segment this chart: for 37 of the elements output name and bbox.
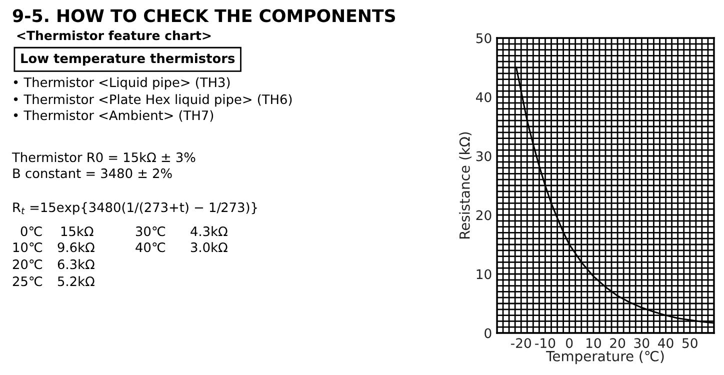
text: 30℃ xyxy=(136,226,166,236)
text: 9.6kΩ xyxy=(58,242,94,252)
text: 25℃ xyxy=(12,276,42,286)
y-tick-label: 50 xyxy=(476,33,492,44)
text: 0℃ xyxy=(20,226,42,236)
y-tick-label: 0 xyxy=(484,328,492,338)
x-tick-label: 20 xyxy=(610,338,626,348)
text: <Thermistor feature chart> xyxy=(17,30,211,40)
text: R$_{t}$ =15exp{3480(1/(273+t) − 1/273)} xyxy=(13,202,257,215)
text: 20℃ xyxy=(12,259,42,270)
text: 3.0kΩ xyxy=(190,242,228,252)
text: 6.3kΩ xyxy=(58,259,94,270)
text: Low temperature thermistors xyxy=(21,53,235,66)
x-tick-label: 30 xyxy=(634,338,650,348)
text: Thermistor R0 = 15kΩ ± 3% xyxy=(12,152,196,162)
y-tick-label: 10 xyxy=(476,269,492,280)
text: 10℃ xyxy=(13,242,42,252)
text: 15kΩ xyxy=(61,226,94,236)
x-tick-label: 10 xyxy=(586,338,601,348)
y-tick-label: 20 xyxy=(476,210,492,220)
y-tick-label: 30 xyxy=(476,151,492,162)
x-axis-title: Temperature (℃) xyxy=(546,350,664,364)
text: • Thermistor <Liquid pipe> (TH3) xyxy=(14,77,230,90)
x-tick-label: -20 xyxy=(510,338,532,348)
x-tick-label: 40 xyxy=(658,338,674,348)
y-axis-title: Resistance (kΩ) xyxy=(459,132,472,239)
text: • Thermistor <Plate Hex liquid pipe> (TH6) xyxy=(14,94,292,107)
x-tick-label: -10 xyxy=(535,338,556,348)
x-tick-label: 50 xyxy=(682,338,698,348)
text: 9-5. HOW TO CHECK THE COMPONENTS xyxy=(12,9,396,22)
text: B constant = 3480 ± 2% xyxy=(13,168,172,178)
x-tick-label: 0 xyxy=(566,338,573,348)
text: 5.2kΩ xyxy=(58,276,94,286)
text: 40℃ xyxy=(136,242,166,252)
y-tick-label: 40 xyxy=(476,92,492,102)
text: • Thermistor <Ambient> (TH7) xyxy=(14,110,214,122)
text: 4.3kΩ xyxy=(190,226,228,236)
